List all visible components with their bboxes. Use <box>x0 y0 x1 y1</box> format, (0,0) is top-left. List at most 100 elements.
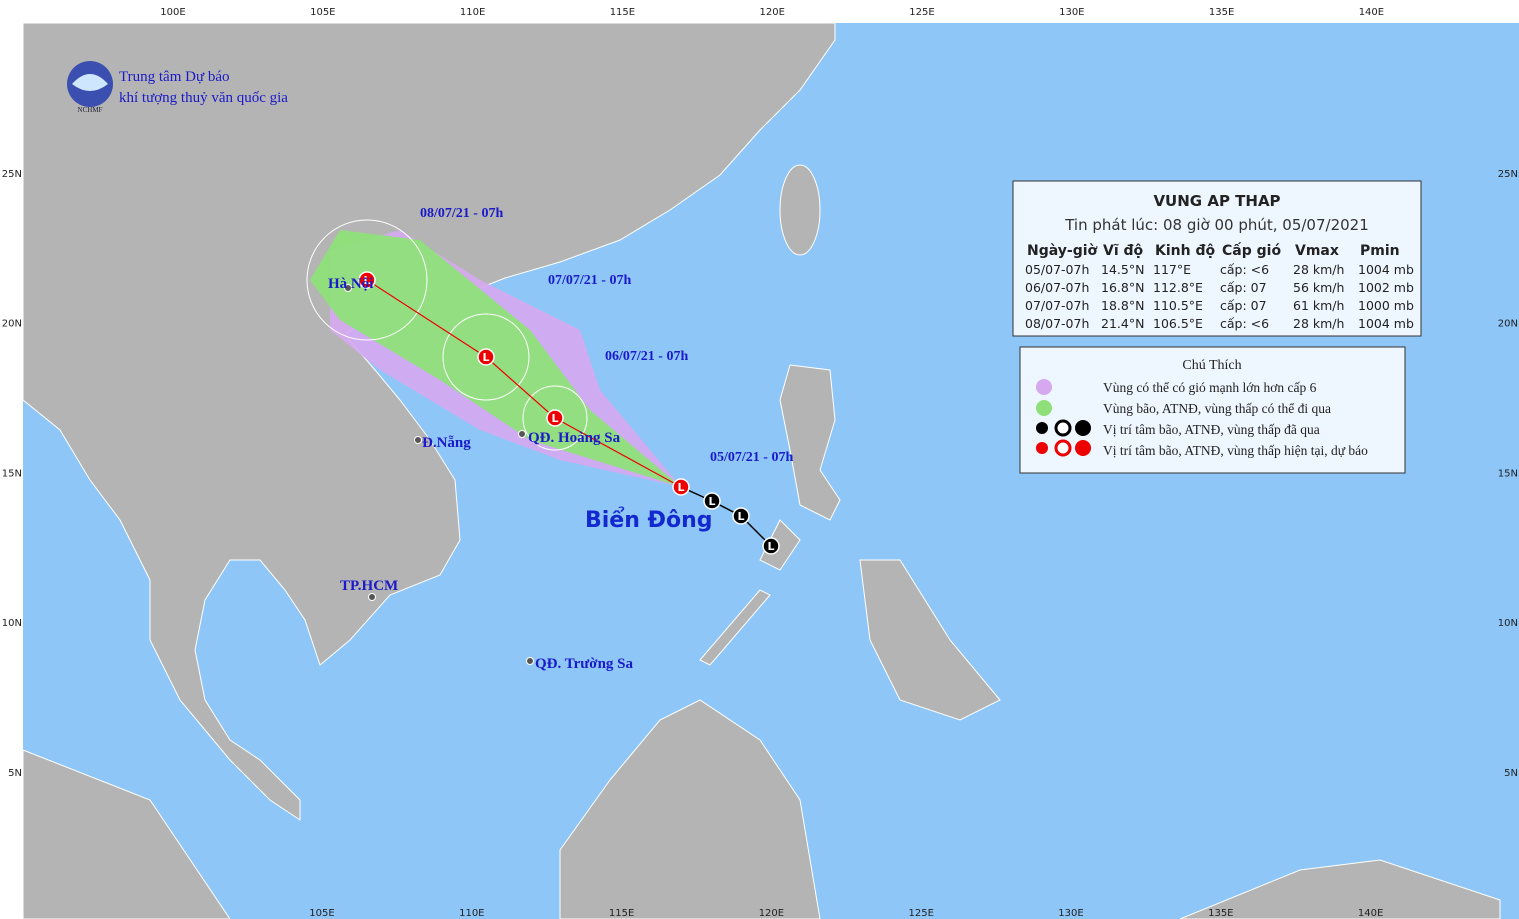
place-label: TP.HCM <box>340 578 398 594</box>
bulletin-cell: 28 km/h <box>1293 262 1344 277</box>
bulletin-header: Cấp gió <box>1222 242 1281 259</box>
org-name: khí tượng thuỷ văn quốc gia <box>119 90 288 106</box>
track-symbol: L <box>551 412 558 425</box>
legend-icon <box>1036 419 1091 457</box>
land <box>22 22 1501 919</box>
lat-label: 20N <box>1498 319 1518 330</box>
track-point <box>672 478 690 496</box>
bulletin-cell: 16.8°N <box>1101 280 1144 295</box>
bulletin-cell: 112.8°E <box>1153 280 1203 295</box>
bulletin-cell: cấp: 07 <box>1220 280 1267 295</box>
lon-label: 120E <box>759 7 784 18</box>
lat-label: 15N <box>2 468 22 479</box>
legend-icon <box>1036 379 1052 395</box>
lon-label: 130E <box>1058 908 1083 919</box>
lat-label: 25N <box>1498 169 1518 180</box>
place-label: QĐ. Hoàng Sa <box>528 430 621 446</box>
bulletin-cell: 110.5°E <box>1153 298 1203 313</box>
track-point <box>546 409 564 427</box>
bulletin-header: Vĩ độ <box>1103 243 1144 259</box>
lon-label: 140E <box>1359 7 1384 18</box>
bulletin-header: Kinh độ <box>1155 243 1215 259</box>
past-track <box>680 486 772 547</box>
bulletin-cell: 05/07-07h <box>1025 262 1089 277</box>
bulletin-cell: 1002 mb <box>1358 280 1414 295</box>
org-name: Trung tâm Dự báo <box>119 69 230 85</box>
bulletin-cell: 61 km/h <box>1293 298 1344 313</box>
lat-label: 15N <box>1498 468 1518 479</box>
legend-item: Vùng bão, ATNĐ, vùng thấp có thể đi qua <box>1103 401 1331 416</box>
bulletin-cell: 117°E <box>1153 262 1191 277</box>
bulletin-cell: 08/07-07h <box>1025 316 1089 331</box>
place-dot <box>368 593 376 601</box>
bulletin-cell: 18.8°N <box>1101 298 1144 313</box>
bulletin-cell: cấp: <6 <box>1220 316 1269 331</box>
place-dot <box>518 430 526 438</box>
bulletin-cell: 21.4°N <box>1101 316 1144 331</box>
track-label: 06/07/21 - 07h <box>605 349 688 364</box>
track-symbol: L <box>737 510 744 523</box>
lon-label: 125E <box>909 7 934 18</box>
bulletin-issued: Tin phát lúc: 08 giờ 00 phút, 05/07/2021 <box>1064 216 1369 234</box>
lon-label: 135E <box>1209 7 1234 18</box>
lat-label: 10N <box>1498 618 1518 629</box>
lon-label: 105E <box>309 908 334 919</box>
bulletin-title: VUNG AP THAP <box>1153 192 1280 210</box>
track-point <box>477 348 495 366</box>
lat-label: 25N <box>2 169 22 180</box>
forecast-track <box>366 279 682 488</box>
logo-text: NCHMF <box>78 106 103 114</box>
legend-item: Vị trí tâm bão, ATNĐ, vùng thấp đã qua <box>1103 422 1320 437</box>
bulletin-cell: 06/07-07h <box>1025 280 1089 295</box>
bulletin-header: Ngày-giờ <box>1027 243 1098 259</box>
bulletin-box <box>1012 180 1422 337</box>
track-point <box>358 271 376 289</box>
track-point <box>762 537 780 555</box>
bulletin-cell: 1004 mb <box>1358 316 1414 331</box>
lon-label: 100E <box>160 7 185 18</box>
forecast-cone <box>306 219 681 487</box>
legend-icon <box>1036 400 1052 416</box>
legend-title: Chú Thích <box>1182 358 1241 373</box>
bulletin-cell: 106.5°E <box>1153 316 1203 331</box>
lon-label: 135E <box>1208 908 1233 919</box>
track-point <box>732 507 750 525</box>
bulletin-cell: cấp: 07 <box>1220 298 1267 313</box>
place-label: Đ.Nẵng <box>422 435 471 451</box>
bulletin-cell: 1000 mb <box>1358 298 1414 313</box>
track-label: 05/07/21 - 07h <box>710 450 793 465</box>
place-label: Hà Nội <box>328 276 373 292</box>
place-dot <box>526 657 534 665</box>
bulletin-header: Vmax <box>1295 243 1339 259</box>
lat-label: 10N <box>2 618 22 629</box>
lon-label: 110E <box>459 908 484 919</box>
bulletin-header: Pmin <box>1360 243 1400 259</box>
track-symbol: L <box>677 481 684 494</box>
legend-item: Vùng có thể có gió mạnh lớn hơn cấp 6 <box>1103 380 1317 395</box>
track-label: 08/07/21 - 07h <box>420 206 503 221</box>
track-symbol: L <box>363 274 370 287</box>
legend-item: Vị trí tâm bão, ATNĐ, vùng thấp hiện tại… <box>1103 443 1368 458</box>
lon-label: 115E <box>609 908 634 919</box>
bulletin-cell: cấp: <6 <box>1220 262 1269 277</box>
place-dot <box>344 284 352 292</box>
lon-label: 105E <box>310 7 335 18</box>
lon-label: 125E <box>908 908 933 919</box>
track-points: L L L L L L L <box>358 271 780 555</box>
logo: NCHMF <box>67 61 113 114</box>
bulletin-cell: 07/07-07h <box>1025 298 1089 313</box>
lat-label: 5N <box>8 768 22 779</box>
bulletin-cell: 28 km/h <box>1293 316 1344 331</box>
lon-label: 110E <box>460 7 485 18</box>
bulletin-cell: 1004 mb <box>1358 262 1414 277</box>
track-symbol: L <box>482 351 489 364</box>
bulletin-cell: 14.5°N <box>1101 262 1144 277</box>
lat-label: 5N <box>1504 768 1518 779</box>
lon-label: 120E <box>759 908 784 919</box>
sea-label: Biển Đông <box>585 507 713 533</box>
bulletin-cell: 56 km/h <box>1293 280 1344 295</box>
track-point <box>703 492 721 510</box>
lon-label: 140E <box>1358 908 1383 919</box>
lon-label: 130E <box>1059 7 1084 18</box>
place-dot <box>414 436 422 444</box>
